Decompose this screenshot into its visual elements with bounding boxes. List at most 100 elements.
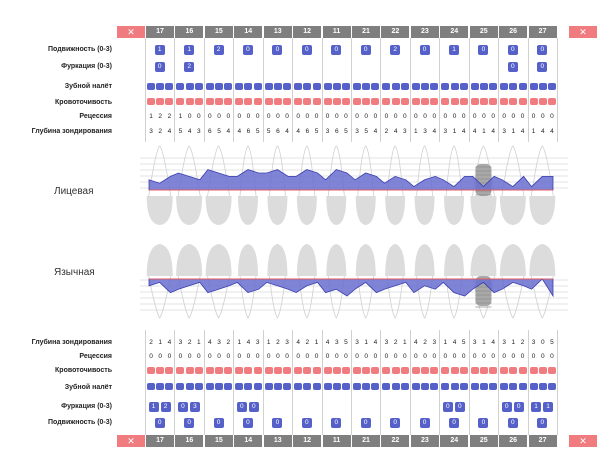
upper-plaque-marker[interactable]: [312, 83, 321, 90]
lower-close-right-button[interactable]: ✕: [569, 435, 597, 447]
lower-recession-value[interactable]: 0: [334, 353, 339, 360]
upper-recession-value[interactable]: 0: [208, 113, 212, 120]
lower-bleeding-marker[interactable]: [353, 367, 361, 374]
lower-bleeding-marker[interactable]: [547, 367, 556, 374]
upper-bleeding-marker[interactable]: [400, 98, 409, 105]
lower-depth-value[interactable]: 4: [414, 339, 418, 346]
lower-tooth-number-21[interactable]: 21: [352, 435, 380, 447]
lower-bleeding-marker[interactable]: [312, 367, 321, 374]
lower-depth-value[interactable]: 3: [384, 339, 389, 346]
upper-tooth-number-13[interactable]: 13: [263, 26, 292, 38]
lower-tooth-number-26[interactable]: 26: [499, 435, 528, 447]
upper-plaque-marker[interactable]: [362, 83, 371, 90]
lower-mobility-badge-15[interactable]: 0: [213, 418, 224, 428]
upper-depth-value[interactable]: 4: [187, 128, 192, 135]
upper-recession-value[interactable]: 0: [237, 113, 242, 120]
lower-bleeding-marker[interactable]: [303, 367, 312, 374]
upper-furcation-badge-17[interactable]: 0: [154, 62, 165, 72]
upper-bleeding-marker[interactable]: [353, 98, 361, 105]
lower-bleeding-marker[interactable]: [459, 367, 468, 374]
upper-plaque-marker[interactable]: [253, 83, 262, 90]
upper-bleeding-marker[interactable]: [529, 98, 538, 105]
lower-depth-value[interactable]: 2: [149, 339, 153, 346]
lower-recession-value[interactable]: 0: [276, 353, 280, 360]
upper-recession-value[interactable]: 0: [325, 113, 330, 120]
lower-plaque-marker[interactable]: [294, 383, 303, 390]
lower-mobility-badge-11[interactable]: 0: [331, 418, 342, 428]
lower-furcation-badge-27[interactable]: 1: [531, 402, 542, 412]
lower-bleeding-marker[interactable]: [391, 367, 400, 374]
upper-recession-value[interactable]: 0: [443, 113, 448, 120]
upper-depth-value[interactable]: 1: [414, 128, 418, 135]
lower-depth-value[interactable]: 3: [432, 339, 437, 346]
upper-bleeding-marker[interactable]: [224, 98, 233, 105]
lower-recession-value[interactable]: 0: [197, 353, 201, 360]
lower-plaque-marker[interactable]: [518, 383, 527, 390]
lower-tooth-number-12[interactable]: 12: [293, 435, 322, 447]
upper-recession-value[interactable]: 0: [472, 113, 477, 120]
upper-depth-value[interactable]: 6: [208, 128, 212, 135]
upper-mobility-badge-15[interactable]: 2: [213, 45, 224, 55]
lower-furcation-badge-17[interactable]: 2: [160, 402, 171, 412]
lower-tooth-number-23[interactable]: 23: [410, 435, 439, 447]
upper-mobility-badge-23[interactable]: 0: [419, 45, 430, 55]
lower-bleeding-marker[interactable]: [529, 367, 538, 374]
lower-bleeding-marker[interactable]: [332, 367, 341, 374]
lower-recession-value[interactable]: 0: [285, 353, 289, 360]
upper-mobility-badge-17[interactable]: 1: [154, 45, 165, 55]
upper-plaque-marker[interactable]: [450, 83, 459, 90]
lower-depth-value[interactable]: 5: [550, 339, 554, 346]
upper-bleeding-marker[interactable]: [215, 98, 224, 105]
upper-bleeding-marker[interactable]: [470, 98, 479, 105]
upper-depth-value[interactable]: 1: [452, 128, 457, 135]
upper-bleeding-marker[interactable]: [450, 98, 459, 105]
upper-depth-value[interactable]: 1: [482, 128, 486, 135]
upper-plaque-marker[interactable]: [529, 83, 538, 90]
lower-recession-value[interactable]: 0: [226, 353, 231, 360]
upper-tooth-number-27[interactable]: 27: [528, 26, 557, 38]
upper-depth-value[interactable]: 4: [226, 128, 231, 135]
upper-mobility-badge-13[interactable]: 0: [272, 45, 283, 55]
lower-recession-value[interactable]: 0: [187, 353, 192, 360]
upper-bleeding-marker[interactable]: [323, 98, 332, 105]
lower-plaque-marker[interactable]: [353, 383, 361, 390]
lower-furcation-badge-16[interactable]: 3: [189, 402, 200, 412]
upper-tooth-number-16[interactable]: 16: [175, 26, 204, 38]
lower-bleeding-marker[interactable]: [450, 367, 459, 374]
lower-recession-value[interactable]: 0: [531, 353, 536, 360]
lower-plaque-marker[interactable]: [194, 383, 203, 390]
lower-depth-value[interactable]: 4: [208, 339, 212, 346]
upper-plaque-marker[interactable]: [205, 83, 214, 90]
upper-bleeding-marker[interactable]: [518, 98, 527, 105]
upper-tooth-number-17[interactable]: 17: [146, 26, 174, 38]
lower-bleeding-marker[interactable]: [341, 367, 350, 374]
lower-recession-value[interactable]: 0: [255, 353, 260, 360]
lower-bleeding-marker[interactable]: [518, 367, 527, 374]
lower-bleeding-marker[interactable]: [400, 367, 409, 374]
upper-recession-value[interactable]: 0: [432, 113, 437, 120]
upper-mobility-badge-27[interactable]: 0: [537, 45, 548, 55]
lower-bleeding-marker[interactable]: [430, 367, 439, 374]
lower-depth-value[interactable]: 3: [355, 339, 359, 346]
lower-bleeding-marker[interactable]: [411, 367, 420, 374]
lower-recession-value[interactable]: 0: [384, 353, 389, 360]
upper-depth-value[interactable]: 4: [432, 128, 437, 135]
upper-recession-value[interactable]: 0: [461, 113, 466, 120]
lower-recession-value[interactable]: 0: [344, 353, 348, 360]
lower-recession-value[interactable]: 0: [167, 353, 172, 360]
upper-depth-value[interactable]: 3: [502, 128, 506, 135]
upper-bleeding-marker[interactable]: [303, 98, 312, 105]
upper-depth-value[interactable]: 5: [314, 128, 319, 135]
lower-recession-value[interactable]: 0: [443, 353, 448, 360]
lower-tooth-number-22[interactable]: 22: [381, 435, 410, 447]
upper-depth-value[interactable]: 3: [325, 128, 330, 135]
upper-bleeding-marker[interactable]: [430, 98, 439, 105]
lower-plaque-marker[interactable]: [176, 383, 185, 390]
upper-bleeding-marker[interactable]: [147, 98, 155, 105]
lower-plaque-marker[interactable]: [538, 383, 547, 390]
lower-plaque-marker[interactable]: [362, 383, 371, 390]
upper-mobility-badge-14[interactable]: 0: [242, 45, 253, 55]
lower-tooth-number-13[interactable]: 13: [263, 435, 292, 447]
lower-recession-value[interactable]: 0: [158, 353, 162, 360]
lower-mobility-badge-23[interactable]: 0: [419, 418, 430, 428]
